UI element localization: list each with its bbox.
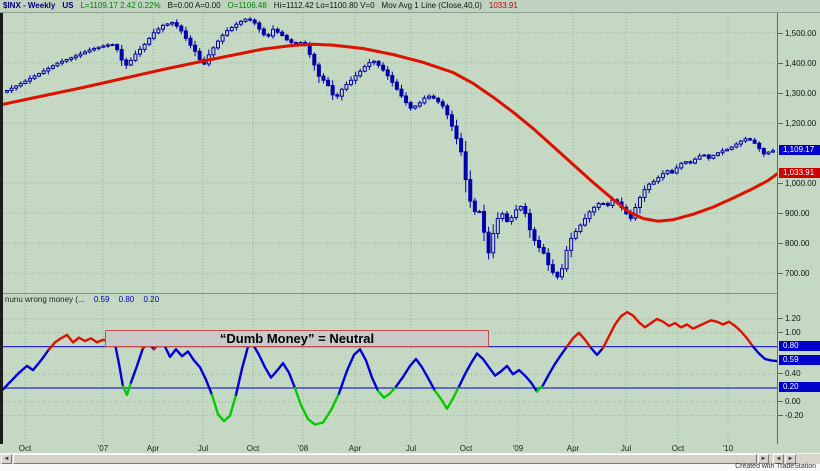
x-axis-label: Jul	[197, 444, 209, 453]
symbol-label: $INX - Weekly	[3, 1, 56, 10]
open-quote: O=1106.48	[227, 1, 267, 10]
exchange-label: US	[62, 1, 74, 10]
chart-status-bar: $INX - Weekly US L=1109.17 2.42 0.22% B=…	[0, 0, 820, 13]
price-axis-label: 1,000.00	[777, 179, 817, 189]
x-axis-label: Apr	[348, 444, 362, 453]
x-axis-label: Apr	[566, 444, 580, 453]
ma-study-label: Mov Avg 1 Line (Close,40,0)	[381, 1, 482, 10]
footer-strip: Created with TradeStation	[0, 463, 820, 471]
indicator-value-3: 0.20	[143, 295, 160, 304]
ma-value-badge: 1,033.91	[779, 167, 820, 178]
x-axis-label: Oct	[246, 444, 260, 453]
price-axis-label: 700.00	[777, 269, 810, 279]
pane-scroll-right-button[interactable]: ►	[785, 454, 796, 464]
scroll-left-button[interactable]: ◄	[1, 454, 12, 464]
price-axis-label: 1,500.00	[777, 28, 817, 38]
x-axis-label: Jul	[620, 444, 632, 453]
price-axis-gutter: 1,500.00 1,400.00 1,300.00 1,200.00 1,000.00…	[777, 13, 820, 444]
x-axis-label: Oct	[459, 444, 473, 453]
price-axis-label: 1,300.00	[777, 88, 817, 98]
last-price-badge: 1,109.17	[779, 145, 820, 156]
indicator-value-2: 0.80	[118, 295, 135, 304]
x-axis-label: '07	[97, 444, 109, 453]
window-left-edge	[0, 13, 3, 444]
indicator-axis-label: 0.40	[778, 369, 801, 379]
indicator-upper-badge: 0.80	[779, 340, 820, 351]
indicator-axis-label: 0.00	[778, 396, 801, 406]
price-panel[interactable]	[3, 13, 777, 293]
price-chart[interactable]	[3, 13, 777, 293]
bid-ask: B=0.00 A=0.00	[167, 1, 221, 10]
hi-lo-volume: Hi=1112.42 Lo=1100.80 V=0	[273, 1, 375, 10]
x-axis-label: '09	[512, 444, 524, 453]
x-axis-label: Jul	[405, 444, 417, 453]
indicator-chart[interactable]	[3, 294, 777, 445]
indicator-lower-badge: 0.20	[779, 381, 820, 392]
x-axis-label: '08	[297, 444, 309, 453]
x-axis: Oct '07 Apr Jul Oct '08 Apr Jul Oct '09 Apr Jul Oct '…	[0, 444, 820, 453]
tradestation-credit: Created with TradeStation	[735, 463, 816, 470]
price-axis-label: 1,400.00	[777, 58, 817, 68]
indicator-panel[interactable]: “Dumb Money” = Neutral	[3, 293, 777, 446]
price-axis-label: 1,200.00	[777, 118, 817, 128]
price-axis-label: 900.00	[777, 209, 810, 219]
x-axis-label: Apr	[146, 444, 160, 453]
indicator-header: nunu wrong money (... 0.59 0.80 0.20	[5, 295, 159, 304]
x-axis-label: '10	[722, 444, 734, 453]
x-axis-label: Oct	[18, 444, 32, 453]
h-scrollbar[interactable]: ◄ ► ◄ ►	[0, 453, 820, 465]
indicator-axis-label: 1.00	[778, 327, 801, 337]
pane-scroll-left-button[interactable]: ◄	[773, 454, 784, 464]
price-axis-label: 800.00	[777, 239, 810, 249]
x-axis-label: Oct	[671, 444, 685, 453]
dumb-money-annotation[interactable]: “Dumb Money” = Neutral	[105, 330, 489, 347]
indicator-name: nunu wrong money (...	[5, 295, 85, 304]
indicator-axis-label: -0.20	[777, 410, 804, 420]
indicator-axis-label: 1.20	[778, 313, 801, 323]
last-quote: L=1109.17 2.42 0.22%	[80, 1, 161, 10]
scroll-right-button[interactable]: ►	[758, 454, 769, 464]
indicator-value-1: 0.59	[93, 295, 110, 304]
ma-study-value: 1033.91	[488, 1, 518, 10]
indicator-value-badge: 0.59	[779, 355, 820, 366]
scroll-thumb[interactable]	[13, 454, 757, 464]
